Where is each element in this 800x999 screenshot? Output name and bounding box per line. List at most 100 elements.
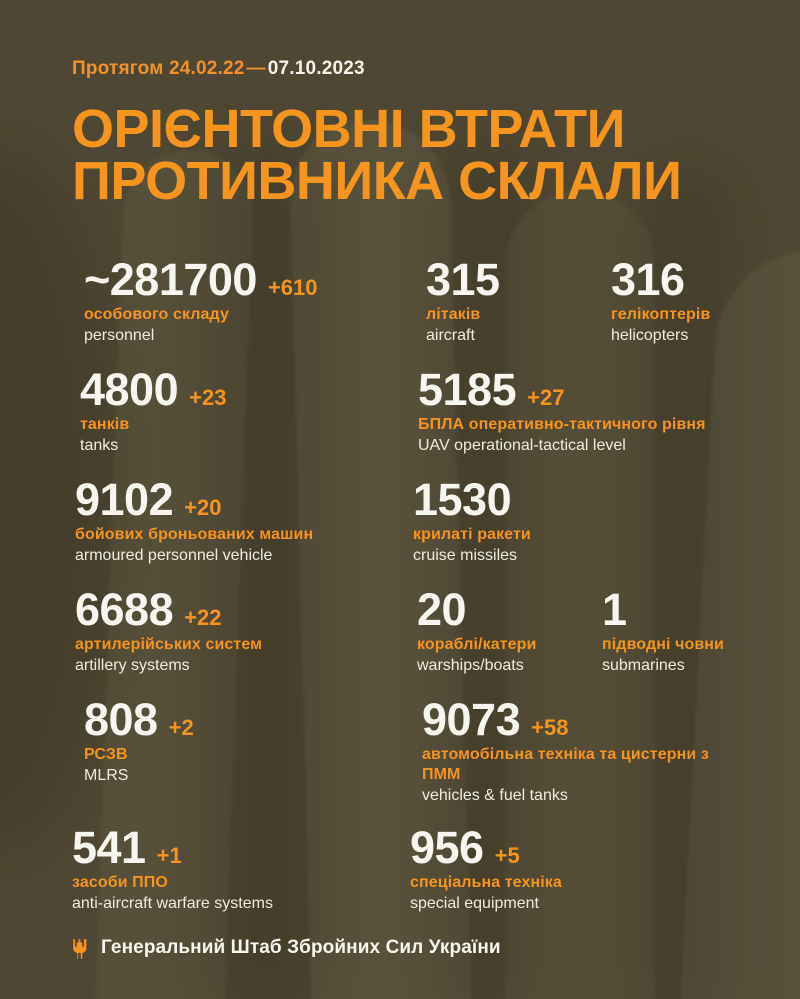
loss-value: 9102 — [75, 473, 174, 525]
loss-item-aircraft: 315 літаків aircraft — [426, 253, 611, 346]
loss-label-en: warships/boats — [417, 656, 524, 674]
loss-item-vehicles-fuel-tanks: 9073 +58 автомобільна техніка та цистерн… — [422, 693, 728, 806]
losses-column-left: ~281700 +610 особового складу personnel — [72, 253, 414, 346]
loss-item-special-equipment: 956 +5 спеціальна техніка special equipm… — [410, 824, 728, 914]
losses-row: 6688 +22 артилерійських систем artillery… — [72, 583, 728, 678]
page-title-line-1: ОРІЄНТОВНІ ВТРАТИ — [72, 99, 625, 159]
losses-column-right: 956 +5 спеціальна техніка special equipm… — [402, 824, 728, 914]
loss-value-line: 541 +1 — [72, 821, 402, 873]
loss-label-en: UAV operational-tactical level — [418, 436, 626, 454]
loss-delta: +2 — [168, 714, 194, 740]
loss-delta: +27 — [527, 384, 565, 410]
loss-delta: +20 — [184, 494, 222, 520]
losses-column-right: 5185 +27 БПЛА оперативно-тактичного рівн… — [410, 363, 728, 456]
losses-column-right: 20 кораблі/катери warships/boats 1 підво… — [405, 583, 728, 676]
loss-delta: +58 — [531, 714, 569, 740]
loss-label-en: armoured personnel vehicle — [75, 546, 273, 564]
loss-label-ua: засоби ППО — [72, 874, 168, 892]
loss-value: 9073 — [422, 693, 521, 745]
loss-item-helicopters: 316 гелікоптерів helicopters — [611, 255, 728, 346]
page-title: ОРІЄНТОВНІ ВТРАТИ ПРОТИВНИКА СКЛАЛИ — [72, 102, 728, 211]
losses-column-left: 808 +2 РСЗВ MLRS — [72, 693, 414, 786]
trident-icon — [72, 938, 87, 959]
loss-item-personnel: ~281700 +610 особового складу personnel — [84, 253, 414, 346]
loss-value-line: 9102 +20 — [75, 473, 405, 525]
loss-label-ua: гелікоптерів — [611, 305, 711, 323]
loss-label-en: helicopters — [611, 326, 689, 344]
losses-row: ~281700 +610 особового складу personnel … — [72, 253, 728, 348]
loss-value-line: 808 +2 — [84, 693, 414, 745]
loss-label-en: MLRS — [84, 766, 129, 784]
loss-value: 6688 — [75, 583, 174, 635]
loss-label-en: artillery systems — [75, 656, 190, 674]
loss-label-ua: спеціальна техніка — [410, 874, 562, 892]
loss-label-ua: кораблі/катери — [417, 635, 537, 653]
loss-value-line: 315 — [426, 253, 611, 305]
loss-item-armoured-vehicles: 9102 +20 бойових броньованих машин armou… — [75, 473, 405, 566]
loss-item-warships: 20 кораблі/катери warships/boats — [417, 583, 602, 676]
loss-value: ~281700 — [84, 253, 257, 305]
loss-label-en: cruise missiles — [413, 546, 518, 564]
loss-item-artillery: 6688 +22 артилерійських систем artillery… — [75, 583, 405, 676]
loss-item-mlrs: 808 +2 РСЗВ MLRS — [84, 693, 414, 786]
loss-value-line: 5185 +27 — [418, 363, 728, 415]
loss-value-line: ~281700 +610 — [84, 253, 414, 305]
loss-item-submarines: 1 підводні човни submarines — [602, 583, 728, 676]
loss-value-line: 956 +5 — [410, 824, 728, 872]
loss-value: 20 — [417, 583, 467, 635]
loss-value: 541 — [72, 821, 146, 873]
page-title-line-2: ПРОТИВНИКА СКЛАЛИ — [72, 150, 682, 211]
loss-label-ua: автомобільна техніка та цистерни з ПММ — [422, 745, 709, 783]
loss-label-en: vehicles & fuel tanks — [422, 786, 568, 804]
period-start-date: 24.02.22 — [168, 58, 245, 79]
loss-value: 5185 — [418, 363, 517, 415]
footer: Генеральний Штаб Збройних Сил України — [0, 937, 800, 959]
loss-label-en: personnel — [84, 326, 155, 344]
loss-value-line: 316 — [611, 255, 728, 303]
loss-value: 4800 — [80, 363, 179, 415]
loss-item-uav: 5185 +27 БПЛА оперативно-тактичного рівн… — [418, 363, 728, 456]
loss-label-ua: БПЛА оперативно-тактичного рівня — [418, 415, 706, 433]
loss-value-line: 1530 — [413, 473, 728, 525]
loss-delta: +22 — [184, 604, 222, 630]
loss-label-ua: особового складу — [84, 305, 229, 323]
reporting-period: Протягом 24.02.22—07.10.2023 — [72, 0, 728, 80]
loss-value: 1 — [602, 583, 627, 635]
loss-label-en: aircraft — [426, 326, 475, 344]
loss-item-tanks: 4800 +23 танків tanks — [80, 363, 410, 456]
loss-value-line: 9073 +58 — [422, 693, 728, 745]
loss-delta: +5 — [494, 842, 520, 868]
losses-column-left: 9102 +20 бойових броньованих машин armou… — [72, 473, 405, 566]
losses-column-right: 9073 +58 автомобільна техніка та цистерн… — [414, 693, 728, 806]
loss-value-line: 4800 +23 — [80, 363, 410, 415]
footer-text: Генеральний Штаб Збройних Сил України — [101, 937, 501, 958]
loss-label-ua: РСЗВ — [84, 745, 128, 763]
loss-label-en: submarines — [602, 656, 685, 674]
loss-label-en: special equipment — [410, 895, 539, 913]
period-prefix: Протягом — [72, 58, 164, 79]
losses-column-right: 315 літаків aircraft 316 гелікоптерів he… — [414, 253, 728, 346]
loss-label-ua: підводні човни — [602, 635, 724, 653]
loss-label-ua: танків — [80, 415, 130, 433]
poster-content: Протягом 24.02.22—07.10.2023 ОРІЄНТОВНІ … — [72, 0, 728, 914]
loss-value: 315 — [426, 253, 500, 305]
loss-delta: +610 — [267, 274, 318, 300]
loss-item-cruise-missiles: 1530 крилаті ракети cruise missiles — [413, 473, 728, 566]
loss-value-line: 20 — [417, 583, 602, 635]
loss-value-line: 1 — [602, 583, 728, 635]
losses-column-right: 1530 крилаті ракети cruise missiles — [405, 473, 728, 566]
loss-label-ua: артилерійських систем — [75, 635, 263, 653]
loss-item-anti-aircraft: 541 +1 засоби ППО anti-aircraft warfare … — [72, 824, 402, 914]
period-dash: — — [246, 58, 266, 79]
loss-value: 1530 — [413, 473, 512, 525]
loss-label-ua: бойових броньованих машин — [75, 525, 314, 543]
loss-value: 808 — [84, 693, 158, 745]
losses-row: 4800 +23 танків tanks 5185 +27 БПЛА опер… — [72, 363, 728, 458]
losses-column-left: 6688 +22 артилерійських систем artillery… — [72, 583, 405, 676]
losses-row: 808 +2 РСЗВ MLRS 9073 +58 автомобільна т… — [72, 693, 728, 806]
loss-delta: +1 — [156, 842, 182, 868]
losses-column-left: 541 +1 засоби ППО anti-aircraft warfare … — [72, 824, 402, 914]
loss-label-en: tanks — [80, 436, 119, 454]
loss-value-line: 6688 +22 — [75, 583, 405, 635]
